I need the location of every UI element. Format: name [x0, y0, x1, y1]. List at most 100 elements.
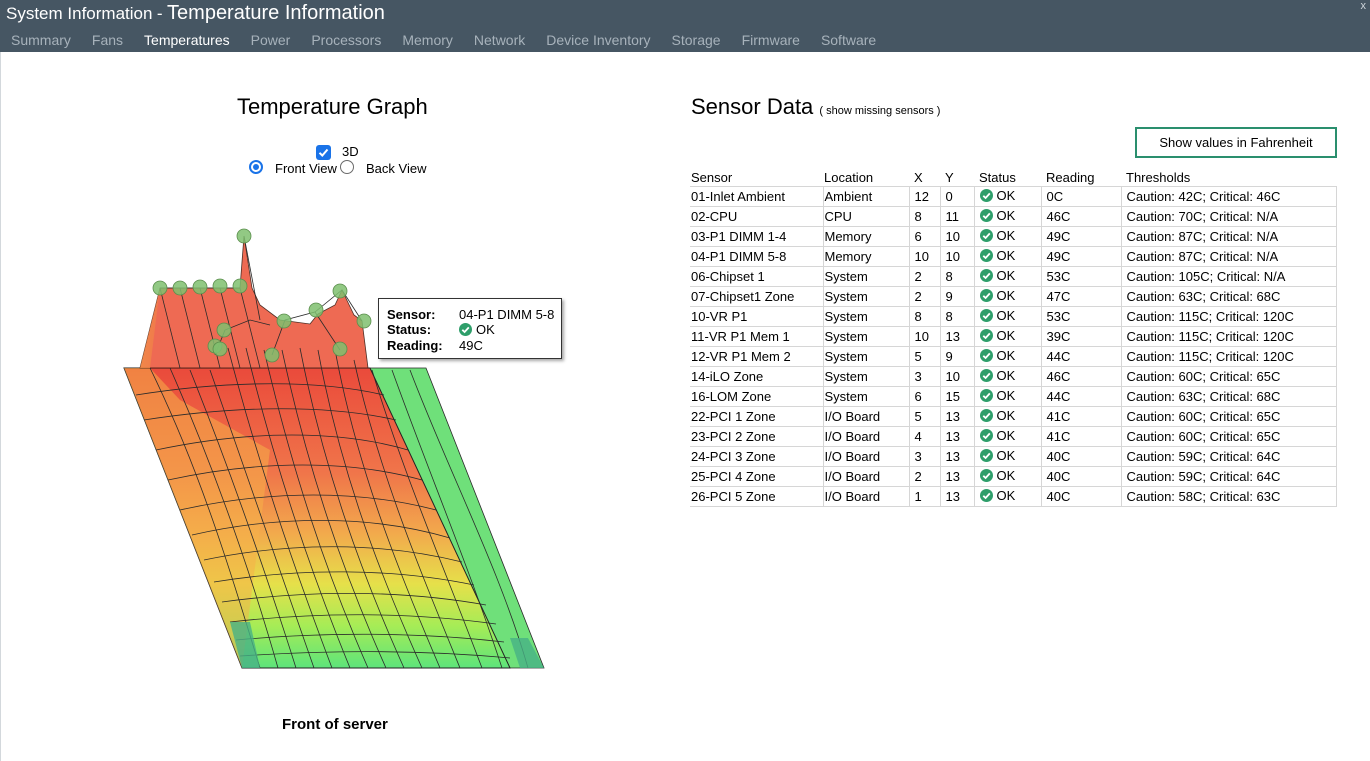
- tab-power[interactable]: Power: [250, 32, 291, 48]
- thresholds-cell: Caution: 115C; Critical: 120C: [1120, 326, 1337, 347]
- sensor-marker: [308, 302, 324, 318]
- tab-software[interactable]: Software: [820, 32, 877, 48]
- column-header-sensor[interactable]: Sensor: [691, 170, 733, 185]
- back-view-radio[interactable]: [340, 160, 354, 174]
- thresholds-cell: Caution: 105C; Critical: N/A: [1120, 266, 1337, 287]
- status-badge: OK: [979, 367, 1015, 384]
- thresholds-cell: Caution: 58C; Critical: 63C: [1120, 486, 1337, 507]
- sensor-name-cell: 16-LOM Zone: [690, 386, 824, 407]
- sensor-name-cell: 10-VR P1: [690, 306, 824, 327]
- ok-check-icon: [979, 449, 993, 462]
- x-cell: 3: [908, 366, 941, 387]
- sensor-marker: [332, 283, 348, 299]
- app-title: System Information: [6, 4, 153, 23]
- status-badge: OK: [979, 487, 1016, 504]
- sensor-table-body: 01-Inlet Ambient Ambient 12 0 OK 0C Caution: 4…: [690, 186, 1337, 507]
- x-cell: 1: [908, 486, 941, 507]
- thresholds-cell: Caution: 87C; Critical: N/A: [1120, 246, 1337, 267]
- tab-network[interactable]: Network: [473, 32, 526, 48]
- table-row: 01-Inlet Ambient Ambient 12 0 OK 0C Caution: 4…: [690, 186, 1337, 207]
- ok-check-icon: [979, 429, 993, 442]
- reading-cell: 40C: [1040, 446, 1122, 467]
- column-header-status[interactable]: Status: [979, 170, 1016, 185]
- status-badge: OK: [979, 327, 1015, 344]
- thresholds-cell: Caution: 59C; Critical: 64C: [1120, 466, 1337, 487]
- status-badge: OK: [979, 267, 1015, 284]
- fahrenheit-toggle-button[interactable]: Show values in Fahrenheit: [1135, 127, 1337, 158]
- front-view-radio[interactable]: [249, 160, 263, 174]
- ok-check-icon: [979, 229, 993, 242]
- surface-left-ramp: [124, 368, 270, 668]
- show-missing-sensors-link[interactable]: ( show missing sensors ): [819, 105, 941, 117]
- status-text: OK: [996, 188, 1016, 203]
- ok-check-icon: [979, 489, 993, 502]
- tab-firmware[interactable]: Firmware: [741, 32, 800, 48]
- y-cell: 10: [939, 246, 975, 267]
- table-row: 23-PCI 2 Zone I/O Board 4 13 OK 41C Caution: 6…: [690, 426, 1337, 447]
- temperature-3d-surface[interactable]: [110, 220, 560, 680]
- sensor-markers[interactable]: [152, 228, 372, 363]
- header-bar: System Information - Temperature Informa…: [0, 0, 1370, 52]
- thresholds-cell: Caution: 59C; Critical: 64C: [1120, 446, 1337, 467]
- reading-cell: 44C: [1040, 346, 1122, 367]
- table-row: 12-VR P1 Mem 2 System 5 9 OK 44C Caution: 115C…: [690, 346, 1337, 367]
- reading-cell: 47C: [1040, 286, 1122, 307]
- status-cell: OK: [973, 346, 1042, 367]
- ok-check-icon: [979, 329, 993, 342]
- tab-memory[interactable]: Memory: [402, 32, 453, 48]
- column-header-location[interactable]: Location: [824, 170, 874, 185]
- status-badge: OK: [979, 307, 1015, 324]
- column-header-y[interactable]: Y: [945, 170, 954, 185]
- status-text: OK: [996, 428, 1016, 443]
- column-header-reading[interactable]: Reading: [1046, 170, 1095, 185]
- table-row: 22-PCI 1 Zone I/O Board 5 13 OK 41C Caution: 6…: [690, 406, 1337, 427]
- status-badge: OK: [979, 387, 1015, 404]
- location-cell: System: [822, 306, 910, 327]
- status-text: OK: [996, 468, 1016, 483]
- status-cell: OK: [973, 306, 1042, 327]
- thresholds-cell: Caution: 63C; Critical: 68C: [1120, 286, 1337, 307]
- location-cell: I/O Board: [822, 466, 910, 487]
- y-cell: 13: [939, 406, 975, 427]
- reading-cell: 44C: [1040, 386, 1122, 407]
- reading-cell: 53C: [1040, 306, 1122, 327]
- thresholds-cell: Caution: 87C; Critical: N/A: [1120, 226, 1337, 247]
- sensor-name-cell: 25-PCI 4 Zone: [690, 466, 824, 487]
- reading-cell: 49C: [1040, 246, 1122, 267]
- status-cell: OK: [973, 446, 1042, 467]
- location-cell: I/O Board: [822, 486, 910, 507]
- sensor-data-title: Sensor Data: [691, 94, 814, 119]
- tab-summary[interactable]: Summary: [11, 32, 71, 48]
- status-cell: OK: [973, 246, 1042, 267]
- sensor-name-cell: 14-iLO Zone: [690, 366, 824, 387]
- table-row: 11-VR P1 Mem 1 System 10 13 OK 39C Caution: 11…: [690, 326, 1337, 347]
- y-cell: 0: [939, 186, 975, 207]
- sensor-name-cell: 03-P1 DIMM 1-4: [690, 226, 824, 247]
- table-row: 10-VR P1 System 8 8 OK 53C Caution: 115C; Crit…: [690, 306, 1337, 327]
- y-cell: 13: [939, 326, 975, 347]
- checkmark-icon: [318, 148, 329, 157]
- ok-check-icon: [979, 309, 993, 322]
- x-cell: 4: [908, 426, 941, 447]
- surface-corner-right: [510, 638, 544, 668]
- tab-fans[interactable]: Fans: [91, 32, 124, 48]
- status-text: OK: [996, 488, 1016, 503]
- ok-check-icon: [979, 189, 993, 202]
- ok-check-icon: [979, 289, 993, 302]
- sensor-marker: [212, 278, 228, 294]
- column-header-thresholds[interactable]: Thresholds: [1126, 170, 1191, 185]
- tab-processors[interactable]: Processors: [311, 32, 382, 48]
- tab-temperatures[interactable]: Temperatures: [144, 32, 230, 48]
- column-header-x[interactable]: X: [914, 170, 923, 185]
- location-cell: System: [822, 266, 910, 287]
- reading-cell: 0C: [1040, 186, 1122, 207]
- sensor-marker: [192, 279, 208, 295]
- location-cell: System: [822, 346, 910, 367]
- y-cell: 13: [939, 426, 975, 447]
- 3d-checkbox[interactable]: [316, 145, 331, 160]
- y-cell: 10: [939, 366, 975, 387]
- tab-storage[interactable]: Storage: [671, 32, 721, 48]
- tab-device-inventory[interactable]: Device Inventory: [546, 32, 651, 48]
- location-cell: CPU: [822, 206, 910, 227]
- close-icon[interactable]: x: [1360, 0, 1367, 12]
